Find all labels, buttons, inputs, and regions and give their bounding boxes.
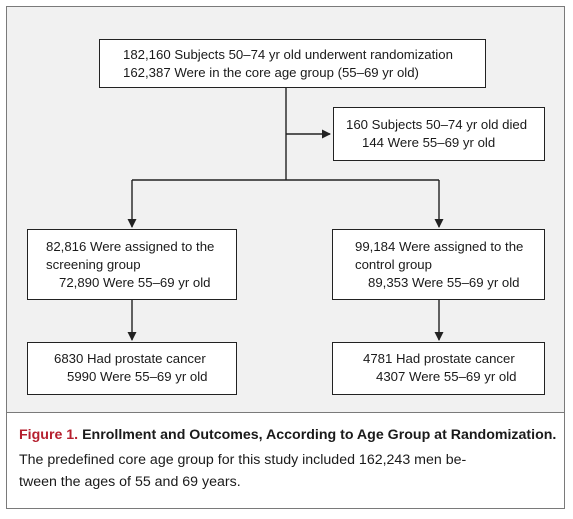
control-cancer-box: 4781 Had prostate cancer 4307 Were 55–69… (332, 342, 545, 395)
control-cancer-core-age: 4307 Were 55–69 yr old (376, 369, 517, 384)
flow-connectors (127, 87, 444, 341)
control-cancer-total: 4781 Had prostate cancer (363, 351, 515, 366)
control-core-age: 89,353 Were 55–69 yr old (368, 275, 520, 290)
caption-body-line-1: The predefined core age group for this s… (19, 452, 467, 468)
screening-cancer-total: 6830 Had prostate cancer (54, 351, 206, 366)
screening-group-box: 82,816 Were assigned to the screening gr… (27, 229, 237, 300)
figure-caption: Figure 1. Enrollment and Outcomes, Accor… (7, 412, 564, 508)
randomization-box: 182,160 Subjects 50–74 yr old underwent … (99, 39, 486, 88)
caption-body: The predefined core age group for this s… (19, 449, 550, 493)
flow-diagram: 182,160 Subjects 50–74 yr old underwent … (7, 7, 564, 412)
died-core-age: 144 Were 55–69 yr old (362, 135, 496, 150)
screening-cancer-box: 6830 Had prostate cancer 5990 Were 55–69… (27, 342, 237, 395)
died-box: 160 Subjects 50–74 yr old died 144 Were … (333, 107, 545, 161)
control-assigned: 99,184 Were assigned to the (355, 239, 524, 254)
screening-assigned: 82,816 Were assigned to the (46, 239, 215, 254)
screening-group-label: screening group (46, 257, 141, 272)
screening-cancer-core-age: 5990 Were 55–69 yr old (67, 369, 208, 384)
caption-title: Figure 1. Enrollment and Outcomes, Accor… (19, 425, 556, 445)
randomization-core-age: 162,387 Were in the core age group (55–6… (123, 65, 419, 80)
caption-body-line-2: tween the ages of 55 and 69 years. (19, 474, 241, 490)
control-group-box: 99,184 Were assigned to the control grou… (332, 229, 545, 300)
figure-label: Figure 1. (19, 427, 79, 443)
control-group-label: control group (355, 257, 432, 272)
died-total: 160 Subjects 50–74 yr old died (346, 117, 528, 132)
figure-title: Enrollment and Outcomes, According to Ag… (82, 427, 557, 443)
randomization-total: 182,160 Subjects 50–74 yr old underwent … (123, 47, 453, 62)
figure: 182,160 Subjects 50–74 yr old underwent … (6, 6, 565, 509)
screening-core-age: 72,890 Were 55–69 yr old (59, 275, 211, 290)
